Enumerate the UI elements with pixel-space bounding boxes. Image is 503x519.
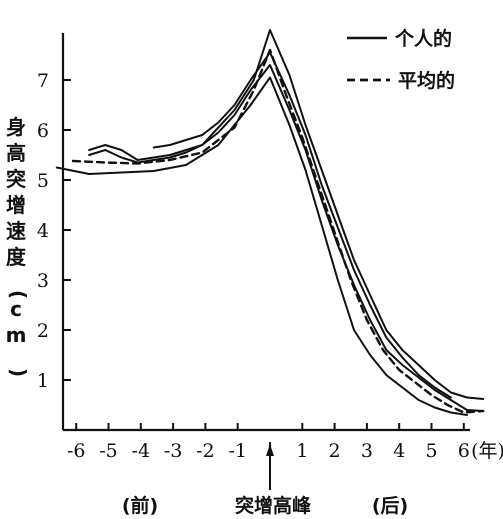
y-tick-label: 7 bbox=[37, 70, 49, 92]
axes bbox=[61, 33, 470, 490]
x-unit-label: (年) bbox=[471, 440, 503, 462]
y-axis-label: 身高突增速度(c m) bbox=[6, 115, 31, 377]
y-tick-label: 6 bbox=[37, 120, 49, 142]
legend-label-average: 平均的 bbox=[398, 69, 455, 92]
x-tick-label: 2 bbox=[329, 440, 341, 462]
y-tick-label: 3 bbox=[37, 270, 49, 292]
y-tick-label: 5 bbox=[37, 170, 49, 192]
series-line-individual-4 bbox=[88, 29, 485, 400]
y-tick-label: 4 bbox=[37, 220, 49, 242]
series-line-individual-3 bbox=[152, 51, 452, 399]
x-tick-label: -2 bbox=[196, 440, 215, 462]
y-tick-label: 1 bbox=[37, 370, 49, 392]
series-line-individual-2 bbox=[88, 64, 485, 412]
x-tick-label: -1 bbox=[228, 440, 247, 462]
x-tick-label: -6 bbox=[67, 440, 86, 462]
x-tick-label: -5 bbox=[99, 440, 118, 462]
x-tick-label: 4 bbox=[393, 440, 405, 462]
x-tick-label: 3 bbox=[361, 440, 373, 462]
annotation-peak: 突增高峰 bbox=[235, 494, 312, 517]
x-tick-label: 6 bbox=[458, 440, 470, 462]
x-tick-label: 1 bbox=[296, 440, 308, 462]
y-tick-label: 2 bbox=[37, 320, 49, 342]
annotation-before: (前) bbox=[122, 494, 158, 517]
peak-marker-arrowhead bbox=[266, 444, 274, 456]
x-tick-label: -3 bbox=[164, 440, 183, 462]
x-tick-label: -4 bbox=[132, 440, 151, 462]
series-line-average bbox=[71, 48, 485, 414]
annotation-after: (后) bbox=[372, 495, 408, 517]
x-tick-label: 5 bbox=[425, 440, 437, 462]
legend-label-individual: 个人的 bbox=[394, 27, 452, 50]
series-layer bbox=[55, 29, 485, 416]
series-line-individual-1 bbox=[55, 76, 468, 416]
